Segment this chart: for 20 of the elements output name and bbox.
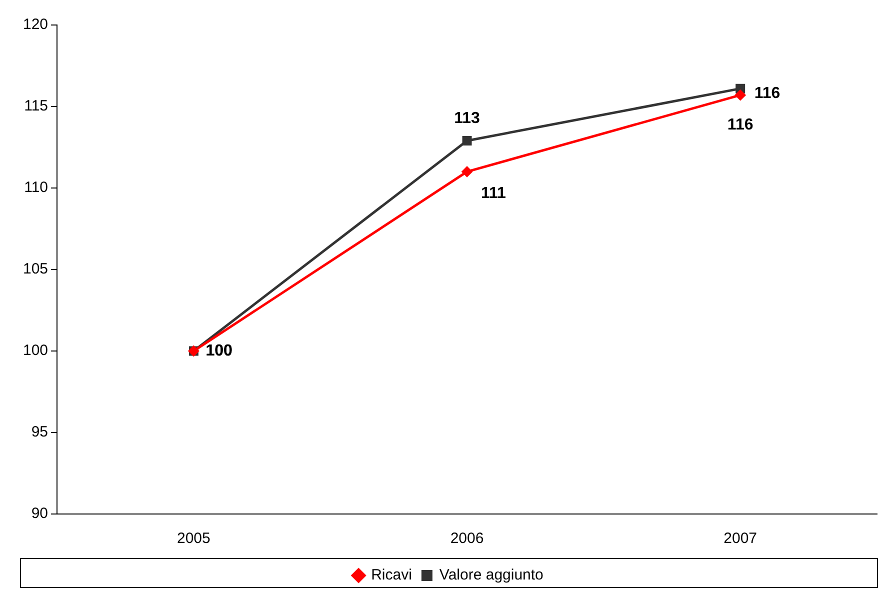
y-tick-label: 100 <box>22 342 48 360</box>
y-tick-label: 115 <box>24 98 48 115</box>
point <box>462 136 472 146</box>
y-tick-label: 110 <box>24 179 48 196</box>
point <box>734 90 746 101</box>
data-label: 116 <box>754 84 780 102</box>
x-tick-label: 2006 <box>450 530 484 548</box>
x-tick-label: 2005 <box>177 530 210 548</box>
y-tick-label: 90 <box>31 505 48 522</box>
legend-label: Ricavi <box>371 566 412 584</box>
legend-label: Valore aggiunto <box>439 566 544 584</box>
y-tick-label: 95 <box>31 424 48 441</box>
x-tick-label: 2007 <box>724 530 758 548</box>
data-label: 100 <box>206 342 232 360</box>
data-label: 113 <box>454 110 480 128</box>
data-label: 116 <box>727 116 754 134</box>
y-tick-label: 105 <box>22 260 48 278</box>
y-tick-label: 120 <box>22 16 48 34</box>
data-label: 111 <box>481 185 506 202</box>
point <box>462 166 473 178</box>
